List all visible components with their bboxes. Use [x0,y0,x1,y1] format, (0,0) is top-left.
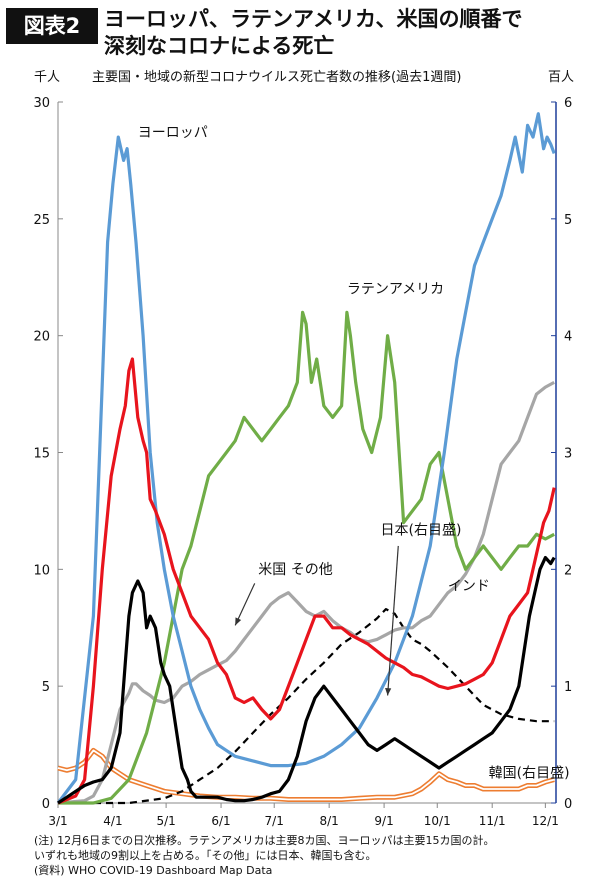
y-tick-label-right: 5 [564,213,572,228]
series-韓国右目盛-inner [57,749,555,801]
chart-axes: 0 5 10 15 20 25 30 0 1 2 3 4 5 6 3/1 4/1 5/1 6/1 7/1 8/1 9/1… [33,96,572,828]
annotation-label: ヨーロッパ [138,125,208,141]
y-tick-label-left: 0 [42,797,50,812]
series-ラテンアメリカ [58,310,555,805]
y-tick-label-left: 15 [33,447,50,462]
x-tick-label: 4/1 [103,814,122,828]
footnotes: (注) 12月6日までの日次推移。ラテンアメリカは主要8カ国、ヨーロッパは主要1… [34,833,594,878]
left-unit-label: 千人 [34,70,61,85]
line-chart: 0 5 10 15 20 25 30 0 1 2 3 4 5 6 3/1 4/1 5/1 6/1 7/1 8/1 9/1… [33,96,572,828]
chart-series [56,112,556,805]
title-line-2: 深刻なコロナによる死亡 [104,34,335,58]
arrow-japan-head [385,687,392,696]
x-tick-label: 5/1 [156,814,175,828]
y-tick-label-left: 30 [33,96,50,111]
arrow-us-other-head [235,617,242,626]
y-tick-label-left: 5 [42,680,50,695]
note-line-3: (資料) WHO COVID-19 Dashboard Map Data [34,864,273,877]
series-日本右目盛 [57,556,556,805]
y-tick-label-right: 0 [564,797,572,812]
right-unit-label: 百人 [548,70,575,85]
y-tick-label-right: 4 [564,330,572,345]
note-line-1: (注) 12月6日までの日次推移。ラテンアメリカは主要8カ国、ヨーロッパは主要1… [34,834,495,847]
y-tick-label-right: 6 [564,96,572,111]
figure-badge: 図表2 [6,8,98,44]
x-tick-label: 9/1 [374,814,393,828]
x-tick-label: 10/1 [424,814,451,828]
x-tick-label: 8/1 [319,814,338,828]
annotation-label: 韓国(右目盛) [489,765,570,781]
annotation-label: 米国 その他 [258,562,332,578]
header: 図表2 ヨーロッパ、ラテンアメリカ、米国の順番で 深刻なコロナによる死亡 [0,0,600,62]
x-tick-label: 7/1 [265,814,284,828]
arrow-us-other [234,583,256,626]
title-line-1: ヨーロッパ、ラテンアメリカ、米国の順番で [104,7,523,31]
annotation-label: インド [448,578,490,594]
series-ヨーロッパ [56,112,556,804]
y-tick-label-left: 20 [33,330,50,345]
arrow-japan [387,545,399,696]
y-tick-label-right: 3 [564,447,572,462]
annotation-label: 日本(右目盛) [381,522,462,538]
chart-subtitle: 主要国・地域の新型コロナウイルス死亡者数の推移(過去1週間) [92,70,462,85]
x-tick-label: 6/1 [211,814,230,828]
x-tick-label: 12/1 [532,814,559,828]
x-tick-label: 11/1 [479,814,506,828]
series-インド [58,607,555,805]
note-line-2: いずれも地域の9割以上を占める。「その他」には日本、韓国も含む。 [34,849,377,862]
y-tick-label-right: 1 [564,680,572,695]
series-韓国右目盛 [57,747,555,802]
y-tick-label-left: 10 [33,563,50,578]
series-米国 [57,357,556,805]
figure-title: ヨーロッパ、ラテンアメリカ、米国の順番で 深刻なコロナによる死亡 [104,6,594,60]
x-tick-label: 3/1 [48,814,67,828]
y-tick-label-left: 25 [33,213,50,228]
y-tick-label-right: 2 [564,563,572,578]
annotation-label: ラテンアメリカ [347,282,444,298]
